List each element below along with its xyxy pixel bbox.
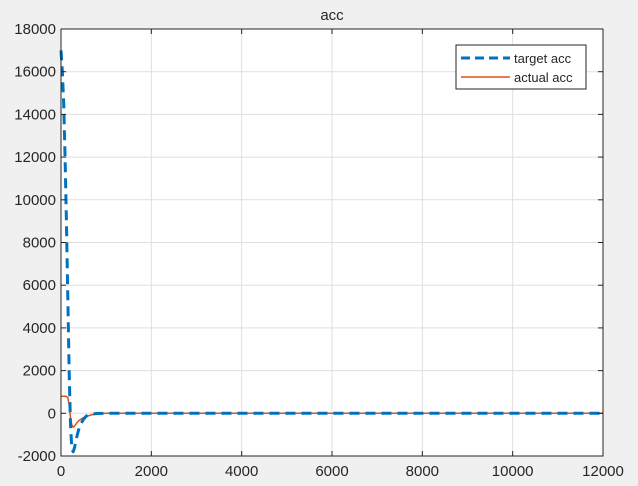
y-tick-label: 8000 [23, 235, 56, 252]
legend-label-actual-acc: actual acc [514, 70, 573, 85]
x-tick-label: 2000 [135, 463, 168, 480]
y-tick-label: 4000 [23, 320, 56, 337]
y-tick-label: -2000 [18, 448, 56, 465]
x-tick-label: 4000 [225, 463, 258, 480]
x-tick-label: 0 [57, 463, 65, 480]
y-tick-label: 14000 [14, 106, 56, 123]
axis-ticks [60, 28, 604, 457]
x-tick-label: 8000 [406, 463, 439, 480]
series-line-target-acc [59, 50, 603, 454]
y-tick-label: 2000 [23, 363, 56, 380]
legend-box [455, 44, 587, 90]
y-tick-label: 18000 [14, 21, 56, 38]
x-tick-label: 6000 [315, 463, 348, 480]
x-tick-label: 10000 [492, 463, 534, 480]
legend-label-target-acc: target acc [514, 51, 572, 66]
series-layer [59, 50, 603, 454]
x-tick-label: 12000 [582, 463, 624, 480]
y-tick-label: 10000 [14, 192, 56, 209]
y-tick-label: 16000 [14, 64, 56, 81]
chart-title: acc [320, 7, 344, 24]
y-axis-tick-labels: -2000 0 2000 4000 6000 8000 10000 12000 14000 160… [14, 21, 56, 465]
y-tick-label: 6000 [23, 277, 56, 294]
y-tick-label: 12000 [14, 149, 56, 166]
x-axis-tick-labels: 0 2000 4000 6000 8000 10000 12000 [57, 463, 624, 480]
legend[interactable]: target acc actual acc [455, 44, 587, 90]
y-tick-label: 0 [48, 405, 56, 422]
